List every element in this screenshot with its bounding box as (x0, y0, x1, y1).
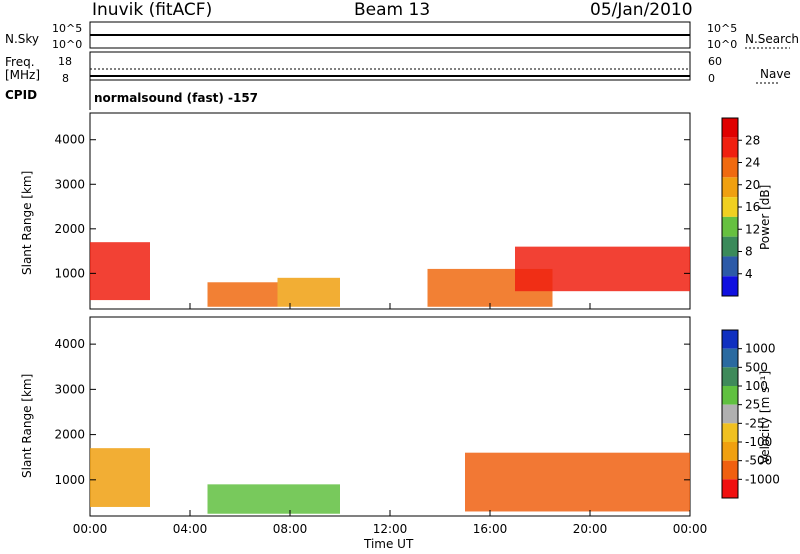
velocity-colorbar-cell (722, 423, 738, 442)
velocity-colorbar-cell (722, 348, 738, 368)
velocity-colorbar-tick-label: 100 (745, 379, 768, 393)
velocity-colorbar-cell (722, 479, 738, 498)
power-colorbar-tick-label: 20 (745, 178, 760, 192)
velocity-scatter-region (207, 484, 340, 514)
power-scatter-region (90, 242, 150, 301)
cpid-label: CPID (5, 88, 38, 102)
date-title: 05/Jan/2010 (590, 0, 693, 20)
power-colorbar-tick-label: 12 (745, 222, 760, 236)
x-axis-label: Time UT (364, 537, 414, 551)
power-scatter-region (515, 246, 690, 292)
velocity-colorbar-tick-label: 500 (745, 360, 768, 374)
power-colorbar-cell (722, 256, 738, 277)
cpid-value: normalsound (fast) -157 (94, 91, 259, 105)
velocity-colorbar-tick-label: -25 (745, 416, 765, 430)
freq-panel (89, 51, 691, 81)
velocity-colorbar-frame (721, 329, 739, 499)
xtick-label: 00:00 (673, 522, 708, 536)
velocity-colorbar-tick-label: -500 (745, 454, 772, 468)
power-colorbar-cell (722, 197, 738, 217)
freq-tick-low: 8 (62, 72, 69, 85)
station-title: Inuvik (fitACF) (92, 0, 213, 20)
nsky-tick-high: 10^5 (52, 22, 83, 35)
nsearch-label: N.Search (745, 32, 800, 46)
xtick-label: 04:00 (173, 522, 208, 536)
velocity-colorbar-tick-label: -1000 (745, 472, 780, 486)
nsearch-tick-high: 10^5 (707, 22, 738, 35)
xtick-label: 00:00 (73, 522, 108, 536)
xtick-label: 20:00 (573, 522, 608, 536)
nave-tick-high: 60 (708, 55, 722, 68)
power-colorbar-cell (722, 177, 738, 198)
nsky-label: N.Sky (5, 32, 40, 46)
xtick-label: 12:00 (373, 522, 408, 536)
power-ytick-label: 1000 (54, 266, 85, 280)
beam-title: Beam 13 (354, 0, 431, 20)
power-colorbar-cell (722, 118, 738, 138)
velocity-ytick-label: 2000 (54, 428, 85, 442)
power-colorbar-cell (722, 236, 738, 257)
power-colorbar-tick-label: 4 (745, 267, 753, 281)
velocity-scatter-region (465, 452, 690, 512)
power-ytick-label: 2000 (54, 222, 85, 236)
freq-label: Freq. (5, 55, 35, 69)
power-scatter-region (277, 277, 340, 307)
nave-tick-low: 0 (708, 72, 715, 85)
power-colorbar-tick-label: 16 (745, 200, 760, 214)
nave-label: Nave (760, 67, 791, 81)
velocity-colorbar-cell (722, 367, 738, 386)
velocity-ytick-label: 4000 (54, 337, 85, 351)
power-colorbar-tick-label: 8 (745, 245, 753, 259)
freq-unit: [MHz] (5, 68, 41, 82)
velocity-colorbar-tick-label: -100 (745, 435, 772, 449)
velocity-colorbar-cell (722, 442, 738, 461)
velocity-colorbar-tick-label: 25 (745, 398, 760, 412)
velocity-colorbar-tick-label: 1000 (745, 342, 776, 356)
power-scatter-region (207, 282, 278, 307)
xtick-label: 16:00 (473, 522, 508, 536)
power-colorbar-cell (722, 157, 738, 178)
xtick-label: 08:00 (273, 522, 308, 536)
power-ytick-label: 4000 (54, 133, 85, 147)
power-ytick-label: 3000 (54, 177, 85, 191)
power-colorbar-tick-label: 24 (745, 156, 760, 170)
power-colorbar-cell (722, 137, 738, 158)
power-colorbar-cell (722, 216, 738, 237)
velocity-colorbar-cell (722, 404, 738, 424)
freq-tick-high: 18 (58, 55, 72, 68)
velocity-ytick-label: 3000 (54, 382, 85, 396)
velocity-scatter-region (90, 448, 150, 507)
velocity-colorbar-cell (722, 386, 738, 405)
power-colorbar-cell (722, 276, 738, 296)
velocity-colorbar-cell (722, 330, 738, 349)
velocity-colorbar-cell (722, 460, 738, 480)
power-colorbar-tick-label: 28 (745, 133, 760, 147)
nsearch-tick-low: 10^0 (707, 38, 738, 51)
nsky-tick-low: 10^0 (52, 38, 83, 51)
velocity-ytick-label: 1000 (54, 473, 85, 487)
